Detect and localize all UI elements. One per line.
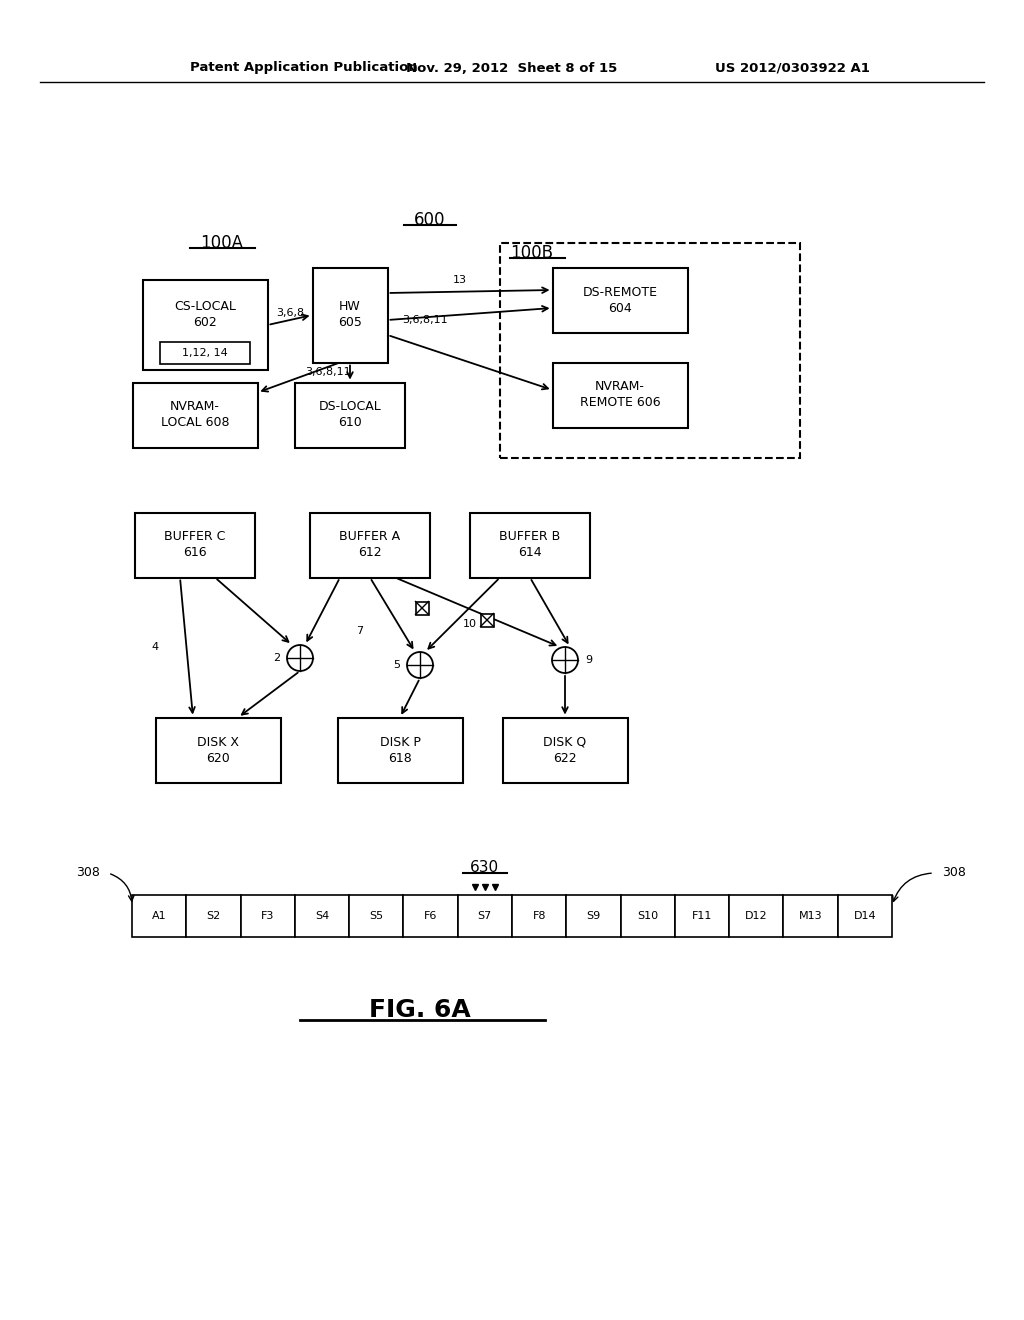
- Text: LOCAL 608: LOCAL 608: [161, 417, 229, 429]
- Bar: [295, 383, 406, 447]
- Text: 620: 620: [206, 751, 229, 764]
- Bar: [480, 614, 494, 627]
- Bar: [783, 895, 838, 937]
- Text: DISK X: DISK X: [197, 735, 239, 748]
- Bar: [132, 895, 186, 937]
- Bar: [566, 895, 621, 937]
- Text: 100B: 100B: [510, 244, 553, 261]
- Text: DISK Q: DISK Q: [544, 735, 587, 748]
- Text: M13: M13: [799, 911, 822, 921]
- Text: 605: 605: [338, 317, 361, 330]
- Bar: [458, 895, 512, 937]
- Bar: [160, 342, 250, 364]
- Text: 3,6,8: 3,6,8: [275, 308, 304, 318]
- Text: 9: 9: [585, 655, 592, 665]
- Bar: [621, 895, 675, 937]
- Text: REMOTE 606: REMOTE 606: [580, 396, 660, 409]
- Bar: [553, 363, 687, 428]
- Bar: [186, 895, 241, 937]
- Text: US 2012/0303922 A1: US 2012/0303922 A1: [715, 62, 870, 74]
- Bar: [349, 895, 403, 937]
- Text: 7: 7: [356, 626, 364, 636]
- Text: S4: S4: [314, 911, 329, 921]
- Circle shape: [407, 652, 433, 678]
- Text: 3,6,8,11: 3,6,8,11: [305, 367, 350, 378]
- Bar: [470, 512, 590, 578]
- Text: 614: 614: [518, 546, 542, 560]
- Circle shape: [287, 645, 313, 671]
- Text: 600: 600: [415, 211, 445, 228]
- Text: DISK P: DISK P: [380, 735, 421, 748]
- Text: DS-LOCAL: DS-LOCAL: [318, 400, 381, 413]
- Bar: [416, 602, 428, 615]
- Text: 618: 618: [388, 751, 412, 764]
- Text: 612: 612: [358, 546, 382, 560]
- Bar: [142, 280, 267, 370]
- Text: 616: 616: [183, 546, 207, 560]
- Text: 5: 5: [393, 660, 400, 671]
- Bar: [403, 895, 458, 937]
- Text: 604: 604: [608, 301, 632, 314]
- Bar: [156, 718, 281, 783]
- Text: F3: F3: [261, 911, 274, 921]
- Bar: [512, 895, 566, 937]
- Text: DS-REMOTE: DS-REMOTE: [583, 285, 657, 298]
- Text: CS-LOCAL: CS-LOCAL: [174, 301, 236, 314]
- Bar: [310, 512, 430, 578]
- Text: S2: S2: [206, 911, 220, 921]
- Text: 3,6,8,11: 3,6,8,11: [402, 315, 449, 325]
- Bar: [241, 895, 295, 937]
- Text: Nov. 29, 2012  Sheet 8 of 15: Nov. 29, 2012 Sheet 8 of 15: [407, 62, 617, 74]
- Bar: [838, 895, 892, 937]
- Text: S7: S7: [478, 911, 492, 921]
- Text: BUFFER B: BUFFER B: [500, 531, 560, 544]
- Bar: [729, 895, 783, 937]
- Text: 13: 13: [453, 275, 467, 285]
- Text: 10: 10: [463, 619, 477, 628]
- Bar: [132, 383, 257, 447]
- Text: D14: D14: [854, 911, 877, 921]
- Bar: [503, 718, 628, 783]
- Text: F8: F8: [532, 911, 546, 921]
- Text: F11: F11: [692, 911, 712, 921]
- Text: 308: 308: [942, 866, 966, 879]
- Text: 2: 2: [272, 653, 280, 663]
- Text: 308: 308: [76, 866, 100, 879]
- Text: A1: A1: [152, 911, 167, 921]
- Bar: [338, 718, 463, 783]
- Text: S10: S10: [637, 911, 658, 921]
- Text: 622: 622: [553, 751, 577, 764]
- Circle shape: [552, 647, 578, 673]
- Bar: [500, 243, 800, 458]
- Text: HW: HW: [339, 301, 360, 314]
- Text: 630: 630: [470, 859, 500, 874]
- Text: NVRAM-: NVRAM-: [595, 380, 645, 393]
- Bar: [135, 512, 255, 578]
- Text: BUFFER A: BUFFER A: [339, 531, 400, 544]
- Text: 100A: 100A: [201, 234, 244, 252]
- Bar: [312, 268, 387, 363]
- Text: F6: F6: [424, 911, 437, 921]
- Text: 602: 602: [194, 317, 217, 330]
- Text: NVRAM-: NVRAM-: [170, 400, 220, 413]
- Text: 1,12, 14: 1,12, 14: [182, 348, 228, 358]
- Text: BUFFER C: BUFFER C: [164, 531, 225, 544]
- Text: 4: 4: [152, 643, 159, 652]
- Text: 610: 610: [338, 417, 361, 429]
- Text: S9: S9: [587, 911, 600, 921]
- Text: FIG. 6A: FIG. 6A: [369, 998, 471, 1022]
- Text: S5: S5: [370, 911, 383, 921]
- Bar: [295, 895, 349, 937]
- Text: D12: D12: [745, 911, 768, 921]
- Text: Patent Application Publication: Patent Application Publication: [190, 62, 418, 74]
- Bar: [675, 895, 729, 937]
- Bar: [553, 268, 687, 333]
